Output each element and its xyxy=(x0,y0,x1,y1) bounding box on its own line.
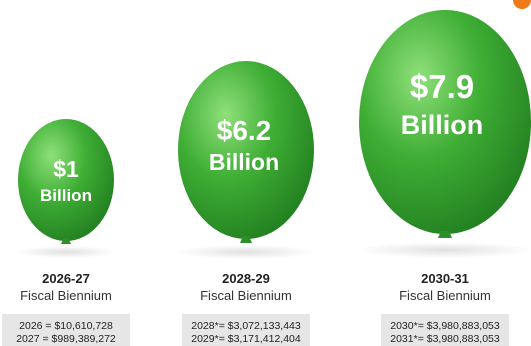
detail: 2028*= $3,072,133,443 xyxy=(191,320,301,332)
detail: 2029*= $3,171,412,404 xyxy=(191,333,301,345)
amount: $6.2 xyxy=(217,115,272,146)
balloon xyxy=(178,61,314,239)
detail-box xyxy=(381,314,509,346)
period: 2026-27 xyxy=(42,271,90,286)
shadow xyxy=(357,242,531,258)
period: 2030-31 xyxy=(421,271,469,286)
balloon-knot xyxy=(438,231,452,238)
balloon-knot xyxy=(240,236,252,243)
detail-box xyxy=(2,314,130,346)
corner-badge xyxy=(513,0,531,9)
period: 2028-29 xyxy=(222,271,270,286)
detail-box xyxy=(182,314,310,346)
period-label: Fiscal Biennium xyxy=(200,288,292,303)
detail: 2030*= $3,980,883,053 xyxy=(390,320,500,332)
shadow xyxy=(176,245,316,259)
period-label: Fiscal Biennium xyxy=(20,288,112,303)
balloon xyxy=(18,119,114,241)
unit: Billion xyxy=(209,149,279,175)
amount: $7.9 xyxy=(410,68,474,105)
unit: Billion xyxy=(40,186,92,205)
shadow xyxy=(16,246,116,258)
detail: 2027 = $989,389,272 xyxy=(16,333,116,345)
amount: $1 xyxy=(53,156,79,182)
detail: 2026 = $10,610,728 xyxy=(19,320,113,332)
unit: Billion xyxy=(401,110,484,140)
balloon-knot xyxy=(61,238,71,244)
balloon xyxy=(359,10,531,234)
period-label: Fiscal Biennium xyxy=(399,288,491,303)
detail: 2031*= $3,980,883,053 xyxy=(390,333,500,345)
